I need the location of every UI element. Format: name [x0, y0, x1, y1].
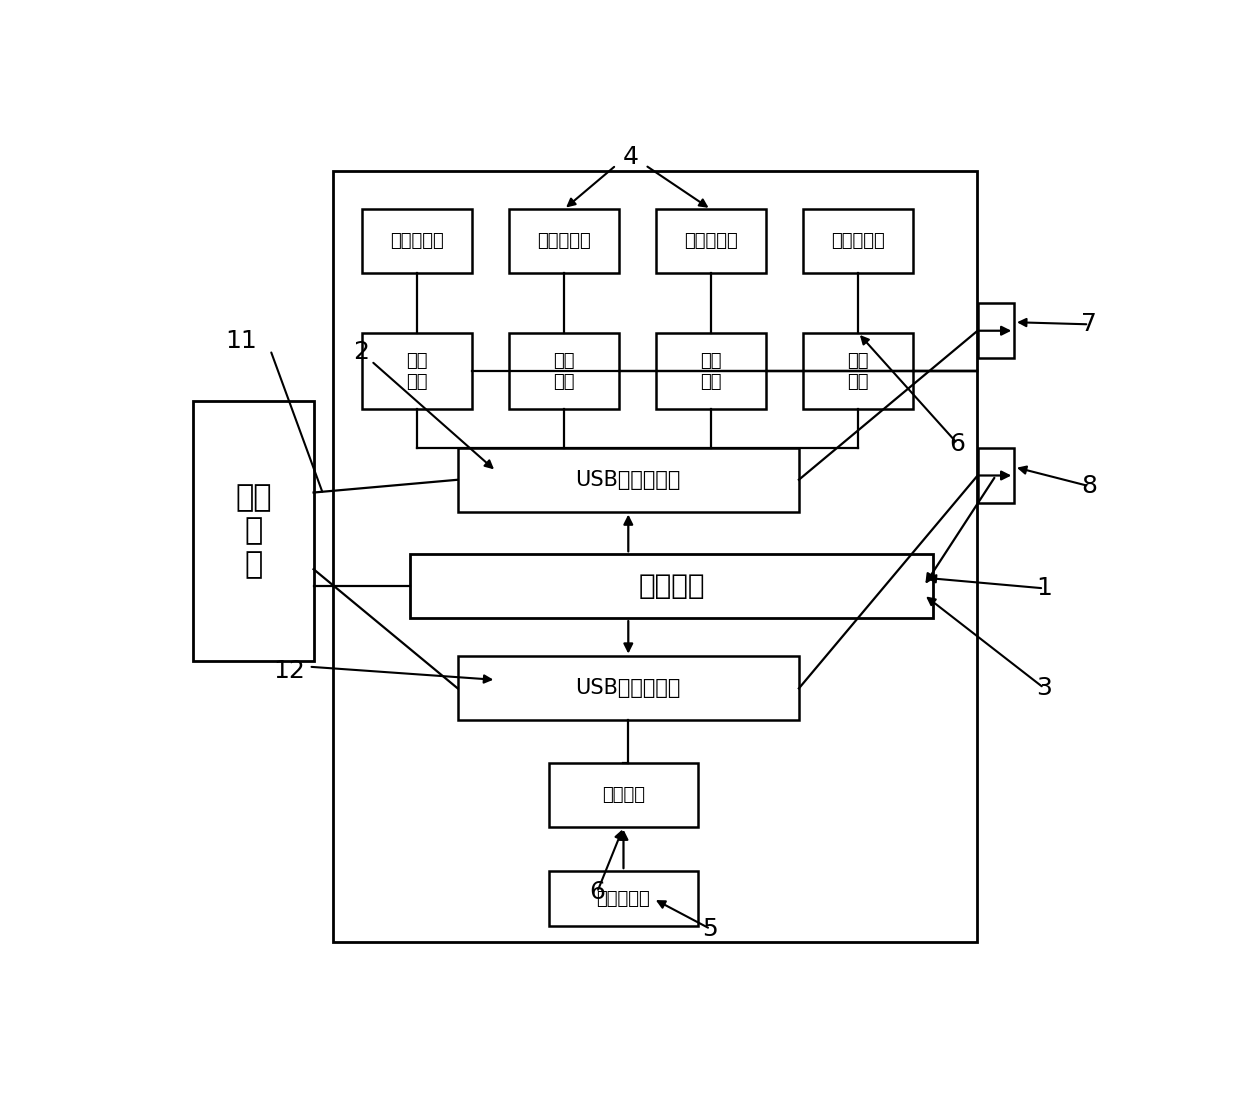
Text: 主控芯片: 主控芯片 [639, 572, 704, 601]
Text: 12: 12 [274, 659, 305, 682]
Text: 保护
电路: 保护 电路 [701, 352, 722, 390]
Text: 串行扩展口: 串行扩展口 [684, 232, 738, 250]
Text: 串行扩展口: 串行扩展口 [831, 232, 885, 250]
Bar [802, 209, 913, 273]
Text: 保护
电路: 保护 电路 [407, 352, 428, 390]
Text: 串行扩展口: 串行扩展口 [537, 232, 590, 250]
Text: 1: 1 [1035, 576, 1052, 601]
Text: 6: 6 [950, 431, 966, 456]
Bar [549, 872, 698, 927]
Text: 7: 7 [1081, 312, 1097, 336]
Bar [458, 448, 799, 512]
Text: 并行扩展口: 并行扩展口 [596, 889, 650, 908]
Bar [362, 209, 472, 273]
Text: 串行扩展口: 串行扩展口 [391, 232, 444, 250]
Text: USB转串口芯片: USB转串口芯片 [575, 470, 681, 490]
Bar [802, 333, 913, 409]
Bar [656, 333, 766, 409]
Text: 11: 11 [226, 330, 258, 353]
Text: USB转并口芯片: USB转并口芯片 [575, 678, 681, 698]
Bar [409, 554, 934, 618]
Bar [977, 303, 1014, 358]
Text: 4: 4 [622, 145, 639, 168]
Bar [508, 333, 619, 409]
Bar [458, 657, 799, 720]
Text: 保护
电路: 保护 电路 [553, 352, 574, 390]
Bar [656, 209, 766, 273]
Text: 保护电路: 保护电路 [601, 786, 645, 804]
Text: 6: 6 [589, 880, 605, 905]
Text: 8: 8 [1081, 474, 1097, 498]
Bar [508, 209, 619, 273]
Text: 3: 3 [1035, 676, 1052, 700]
Text: 保护
电路: 保护 电路 [847, 352, 869, 390]
Bar [193, 401, 314, 660]
Bar [332, 171, 977, 942]
Text: 5: 5 [703, 917, 718, 941]
Bar [977, 448, 1014, 503]
Bar [362, 333, 472, 409]
Text: 2: 2 [353, 341, 370, 365]
Bar [549, 763, 698, 827]
Text: 计算
机
端: 计算 机 端 [236, 482, 272, 578]
